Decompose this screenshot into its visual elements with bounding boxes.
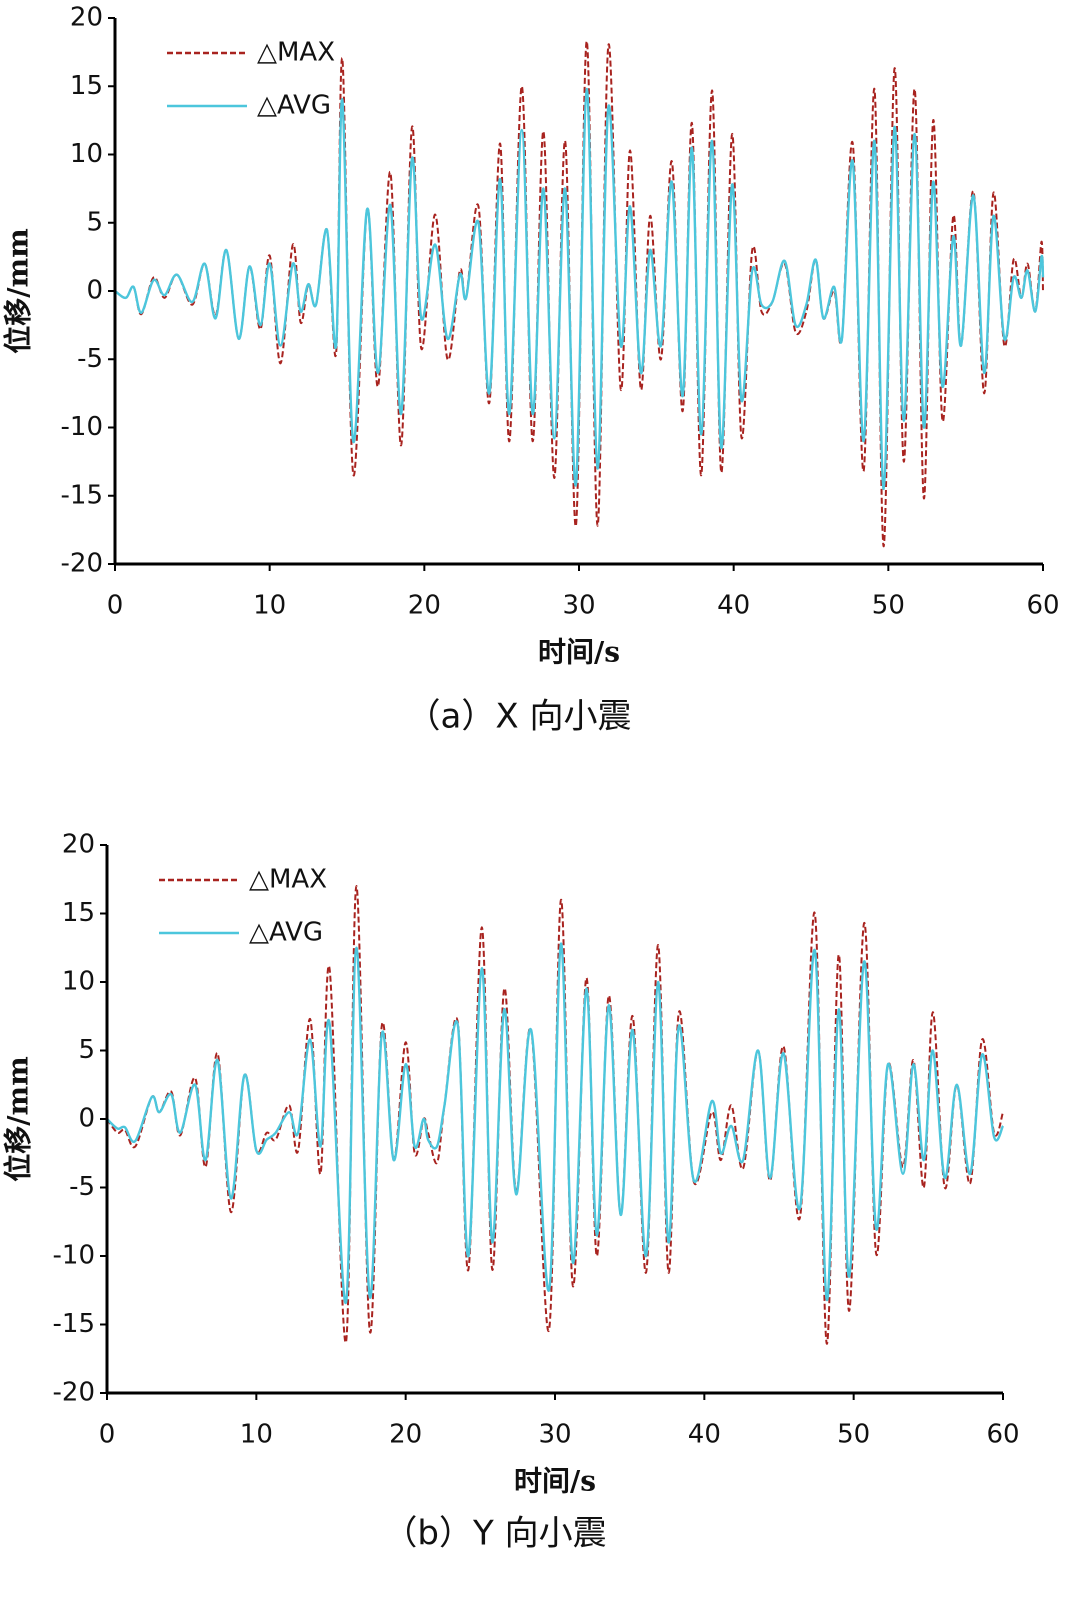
y-tick-label: -10 xyxy=(53,1241,95,1271)
y-tick-label: -10 xyxy=(61,412,103,442)
x-tick-label: 0 xyxy=(99,1420,116,1450)
y-tick-label: 15 xyxy=(62,898,95,928)
x-axis-label: 时间/s xyxy=(514,1465,596,1498)
x-axis-label: 时间/s xyxy=(538,636,620,669)
series-line xyxy=(114,87,1045,491)
y-tick-label: 0 xyxy=(86,276,103,306)
x-tick-label: 40 xyxy=(717,591,750,621)
y-tick-label: -5 xyxy=(69,1172,95,1202)
y-tick-label: -15 xyxy=(61,480,103,510)
x-tick-label: 20 xyxy=(408,591,441,621)
legend-label: △AVG xyxy=(257,91,331,121)
y-tick-label: -20 xyxy=(53,1378,95,1408)
y-tick-label: 20 xyxy=(70,3,103,33)
y-tick-label: 5 xyxy=(86,207,103,237)
y-axis-label: 位移/mm xyxy=(2,1056,35,1181)
x-tick-label: 30 xyxy=(538,1420,571,1450)
x-tick-label: 40 xyxy=(688,1420,721,1450)
x-tick-label: 60 xyxy=(986,1420,1019,1450)
caption: （b）Y 向小震 xyxy=(383,1514,606,1554)
caption: （a）X 向小震 xyxy=(407,697,632,737)
x-tick-label: 20 xyxy=(389,1420,422,1450)
x-tick-label: 50 xyxy=(872,591,905,621)
x-tick-label: 50 xyxy=(837,1420,870,1450)
legend-label: △MAX xyxy=(249,865,327,895)
series-line xyxy=(106,885,1004,1345)
legend-label: △MAX xyxy=(257,38,335,68)
y-tick-label: 10 xyxy=(70,139,103,169)
x-tick-label: 30 xyxy=(562,591,595,621)
y-tick-label: -20 xyxy=(61,549,103,579)
y-tick-label: -5 xyxy=(77,344,103,374)
y-tick-label: 5 xyxy=(78,1035,95,1065)
series-line xyxy=(106,942,1005,1304)
x-tick-label: 10 xyxy=(240,1420,273,1450)
y-tick-label: 10 xyxy=(62,967,95,997)
x-tick-label: 60 xyxy=(1026,591,1059,621)
legend-label: △AVG xyxy=(249,918,323,948)
y-tick-label: 0 xyxy=(78,1104,95,1134)
y-tick-label: -15 xyxy=(53,1309,95,1339)
y-tick-label: 15 xyxy=(70,71,103,101)
x-tick-label: 0 xyxy=(107,591,124,621)
x-tick-label: 10 xyxy=(253,591,286,621)
y-tick-label: 20 xyxy=(62,830,95,860)
y-axis-label: 位移/mm xyxy=(2,228,35,353)
